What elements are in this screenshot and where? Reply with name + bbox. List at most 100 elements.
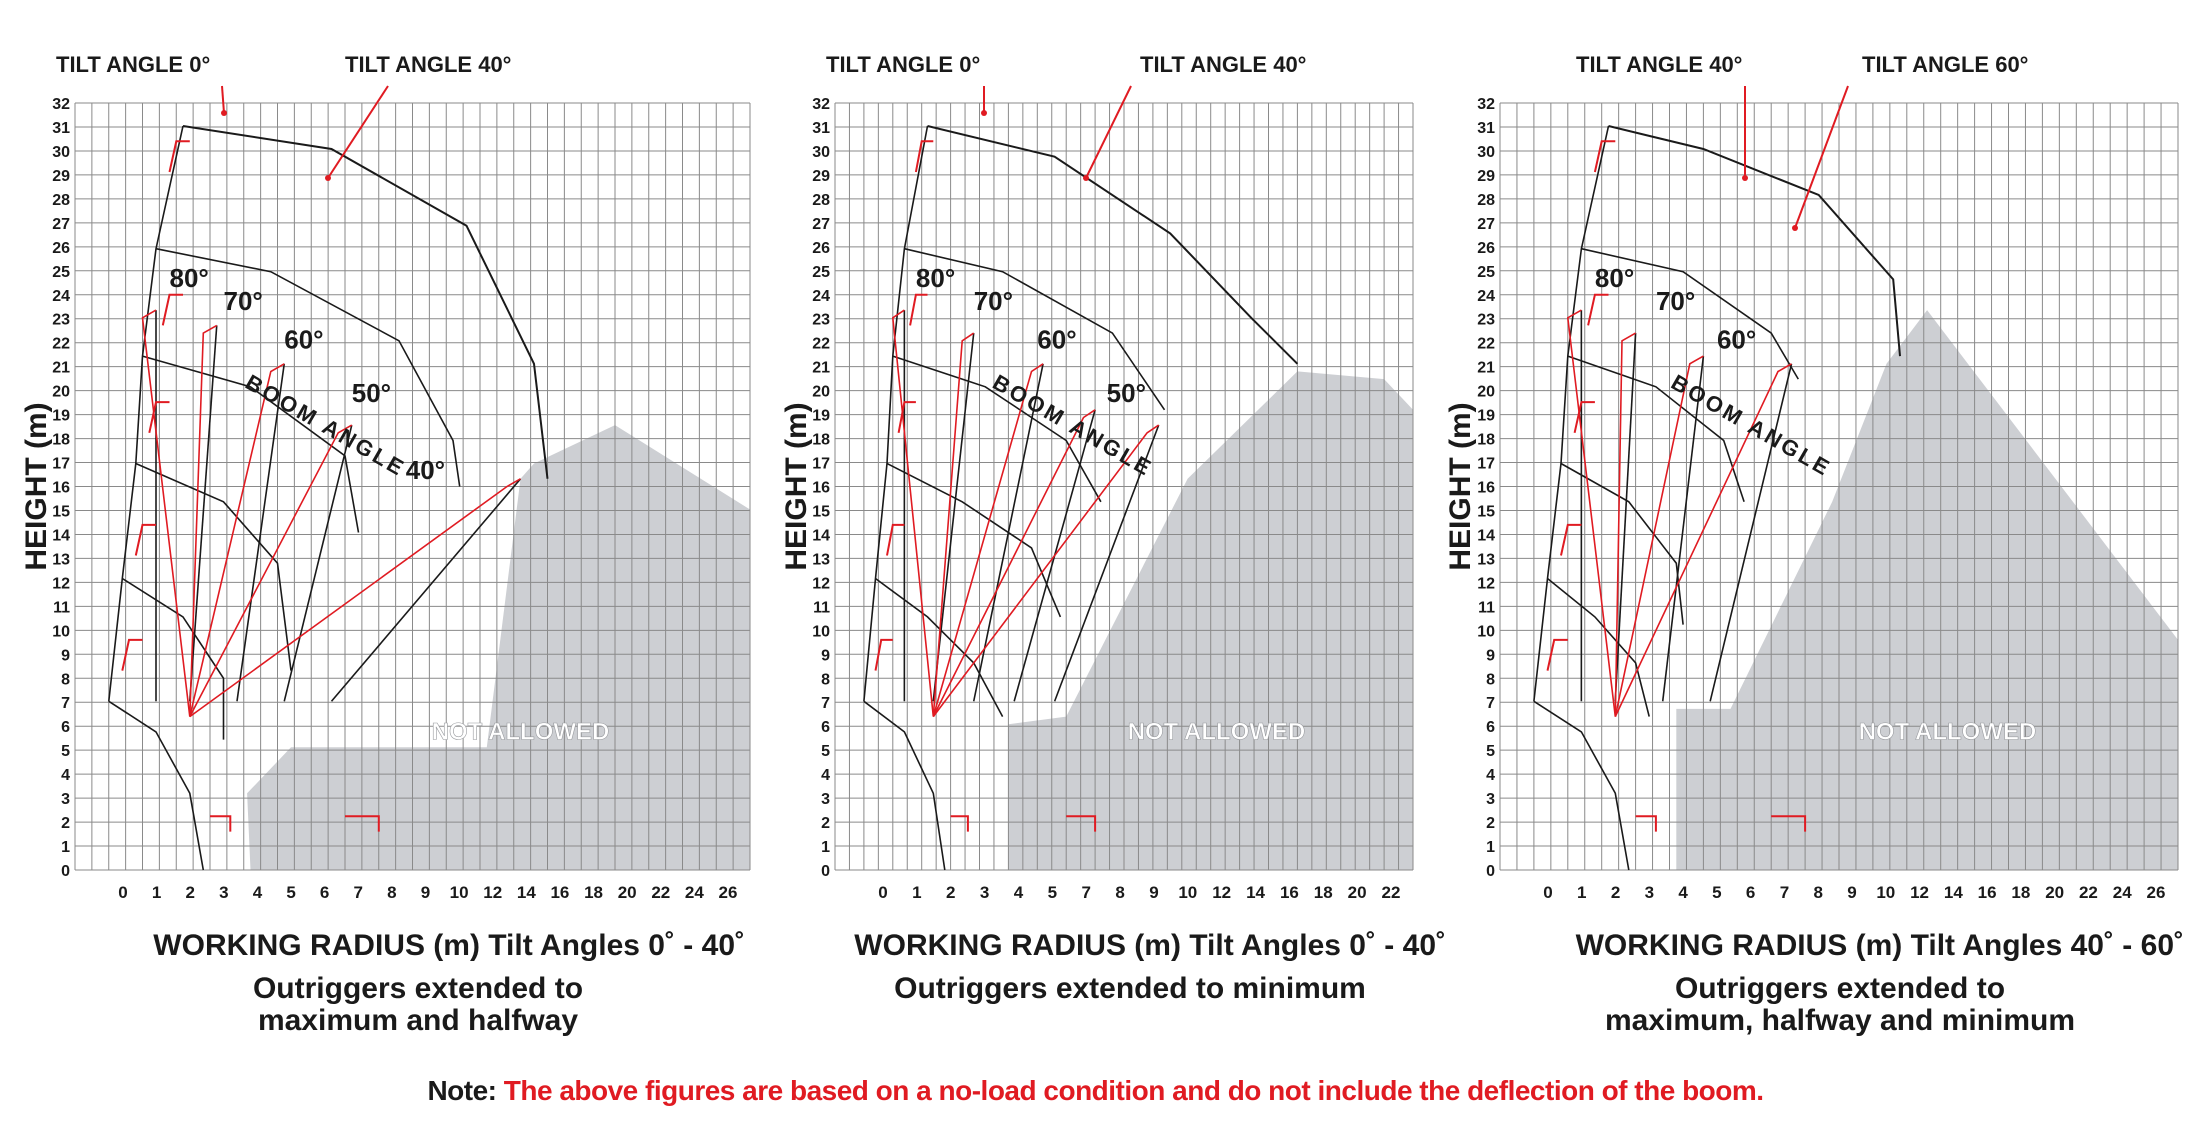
boom-angle-value: 70° (224, 286, 263, 316)
y-tick-label: 9 (1486, 647, 1495, 664)
boom-outline (1614, 363, 1792, 717)
y-tick-label: 13 (812, 551, 830, 568)
x-axis-title: WORKING RADIUS (m) Tilt Angles 0˚ - 40˚ (854, 929, 1446, 962)
y-tick-label: 4 (821, 767, 830, 784)
note-text: The above figures are based on a no-load… (503, 1075, 1764, 1106)
tilt-pointer-dot (1792, 225, 1798, 231)
footnote: Note: The above figures are based on a n… (0, 1075, 2191, 1107)
x-tick-label: 9 (1847, 883, 1856, 902)
x-tick-label: 4 (1678, 883, 1688, 902)
boom-outline (1614, 332, 1636, 717)
y-tick-label: 21 (52, 360, 70, 377)
y-tick-label: 15 (1477, 503, 1495, 520)
y-tick-label: 1 (61, 839, 70, 856)
x-tick-label: 18 (584, 883, 603, 902)
y-tick-label: 12 (52, 575, 70, 592)
y-tick-label: 29 (52, 168, 70, 185)
y-tick-label: 21 (812, 360, 830, 377)
y-tick-label: 21 (1477, 360, 1495, 377)
reach-arc (121, 577, 225, 740)
y-tick-label: 24 (812, 288, 830, 305)
x-tick-label: 2 (946, 883, 955, 902)
grid (74, 102, 751, 871)
y-tick-label: 3 (61, 791, 70, 808)
not-allowed-region (247, 425, 750, 870)
y-tick-label: 8 (1486, 671, 1495, 688)
boom-outline (189, 363, 285, 717)
y-tick-label: 0 (821, 863, 830, 880)
x-tick-label: 5 (1712, 883, 1721, 902)
boom-outline (189, 324, 218, 717)
y-tick-label: 12 (1477, 575, 1495, 592)
y-tick-label: 9 (821, 647, 830, 664)
grid (1499, 102, 2179, 871)
y-tick-label: 32 (52, 96, 70, 113)
y-tick-label: 25 (52, 264, 70, 281)
x-tick-label: 20 (2045, 883, 2064, 902)
x-tick-label: 0 (878, 883, 887, 902)
x-tick-label: 9 (1149, 883, 1158, 902)
boom-outline (950, 815, 969, 832)
y-tick-label: 22 (812, 336, 830, 353)
y-tick-label: 29 (1477, 168, 1495, 185)
not-allowed-region (1676, 310, 2178, 871)
y-tick-label: 2 (1486, 815, 1495, 832)
tilt-pointer (221, 85, 225, 114)
boom-angle-line (188, 325, 218, 702)
x-tick-label: 16 (1978, 883, 1997, 902)
y-tick-label: 11 (813, 599, 830, 616)
tilt-pointer-dot (1742, 175, 1748, 181)
y-tick-label: 18 (812, 432, 830, 449)
x-tick-label: 22 (651, 883, 670, 902)
reach-arc (1567, 355, 1745, 503)
y-tick-label: 17 (52, 456, 70, 473)
boom-angle-line (1614, 333, 1637, 702)
y-tick-label: 24 (52, 288, 70, 305)
x-axis-title: WORKING RADIUS (m) Tilt Angles 0˚ - 40˚ (153, 929, 745, 962)
x-tick-label: 10 (450, 883, 469, 902)
boom-outline (1587, 293, 1609, 326)
y-tick-label: 26 (1477, 240, 1495, 257)
y-tick-label: 28 (52, 192, 70, 209)
tilt-angle-label: TILT ANGLE 0° (56, 52, 210, 77)
y-tick-label: 2 (61, 815, 70, 832)
boom-angle-value: 80° (170, 263, 209, 293)
y-tick-label: 25 (812, 264, 830, 281)
reach-arc (886, 462, 1062, 618)
x-tick-label: 16 (1280, 883, 1299, 902)
outer-envelope (182, 125, 549, 479)
x-tick-label: 26 (719, 883, 738, 902)
y-tick-label: 5 (821, 743, 830, 760)
tilt-pointer-dot (221, 110, 227, 116)
y-tick-label: 5 (61, 743, 70, 760)
tilt-pointer (327, 85, 389, 179)
y-tick-label: 32 (1477, 96, 1495, 113)
y-tick-label: 11 (53, 599, 70, 616)
reach-arc (1546, 577, 1650, 717)
boom-outline (891, 309, 935, 717)
x-tick-label: 0 (118, 883, 127, 902)
tilt-angle-label: TILT ANGLE 0° (826, 52, 980, 77)
boom-angle-line (330, 478, 522, 702)
boom-outline (1593, 140, 1616, 173)
x-axis-title: WORKING RADIUS (m) Tilt Angles 40˚ - 60˚ (1576, 929, 2184, 962)
x-tick-label: 0 (1543, 883, 1552, 902)
x-tick-label: 7 (1081, 883, 1090, 902)
x-tick-label: 24 (685, 883, 704, 902)
tilt-angle-label: TILT ANGLE 40° (1140, 52, 1306, 77)
boom-outline (932, 424, 1160, 718)
reach-arc (155, 247, 461, 487)
boom-outline (1566, 309, 1617, 717)
tilt-angle-label: TILT ANGLE 40° (1576, 52, 1742, 77)
boom-outline (1614, 355, 1704, 717)
x-tick-label: 3 (1645, 883, 1654, 902)
y-tick-label: 5 (1486, 743, 1495, 760)
y-tick-label: 7 (1486, 695, 1495, 712)
outer-envelope (1608, 125, 1901, 357)
y-tick-label: 30 (812, 144, 830, 161)
x-tick-label: 16 (550, 883, 569, 902)
y-tick-label: 19 (812, 408, 830, 425)
y-tick-label: 6 (821, 719, 830, 736)
y-tick-label: 31 (812, 120, 830, 137)
y-tick-label: 11 (1478, 599, 1495, 616)
